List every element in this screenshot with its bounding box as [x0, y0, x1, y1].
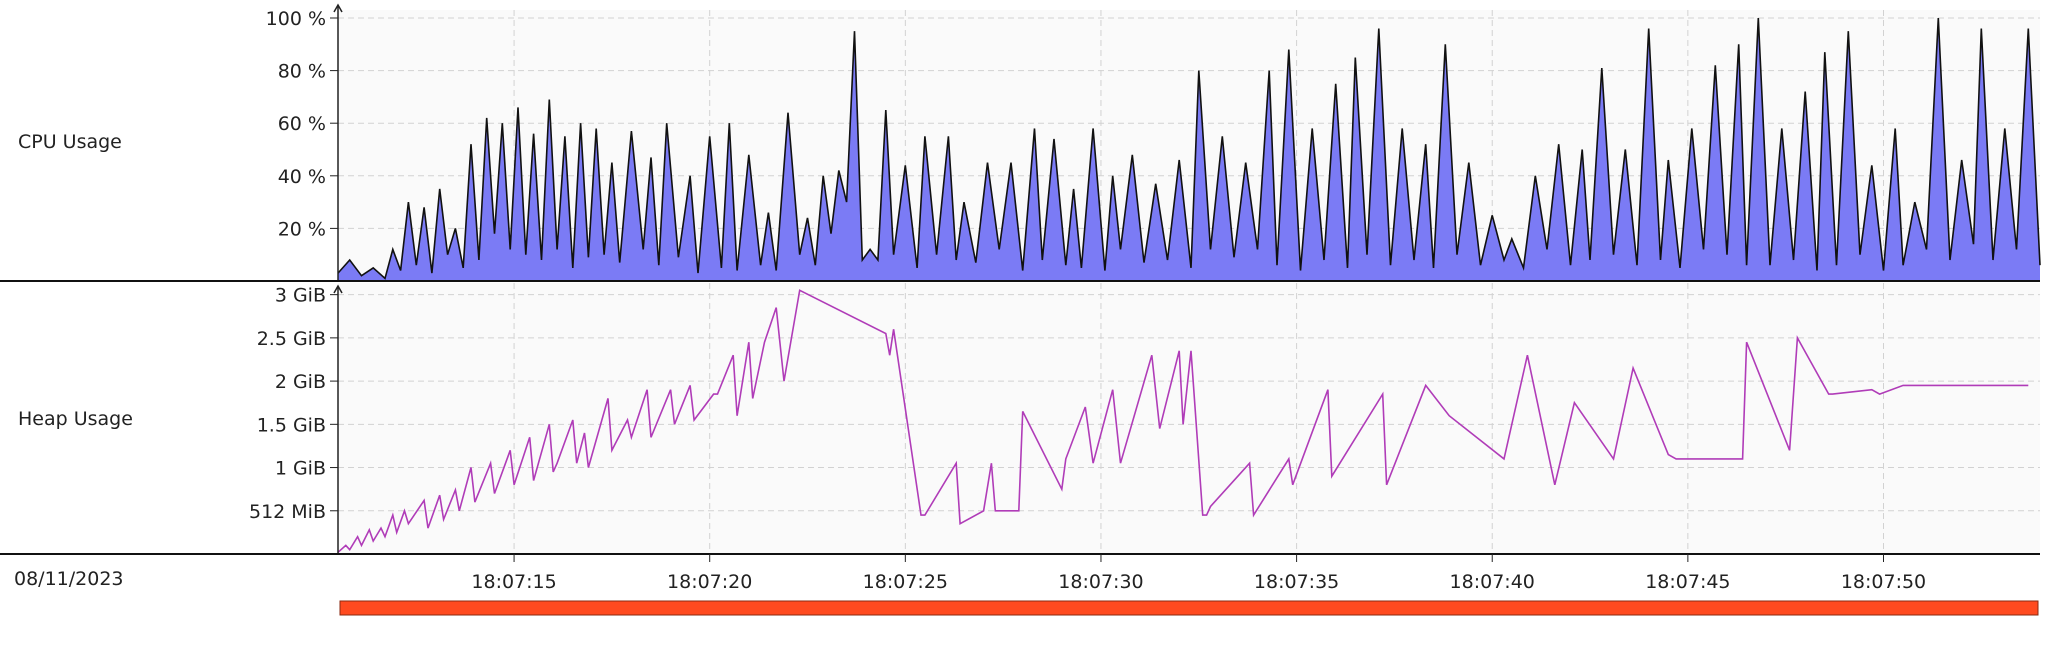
time-tick-label: 18:07:15: [471, 571, 556, 593]
time-tick-label: 18:07:45: [1645, 571, 1730, 593]
time-tick-label: 18:07:40: [1450, 571, 1535, 593]
cpu-ytick-label: 60 %: [278, 113, 326, 135]
cpu-ytick-label: 40 %: [278, 166, 326, 188]
heap-ytick-label: 2 GiB: [275, 371, 326, 393]
heap-line: [337, 289, 2029, 553]
time-tick-label: 18:07:20: [667, 571, 752, 593]
time-tick-label: 18:07:30: [1058, 571, 1143, 593]
time-range-bar: [339, 600, 2039, 616]
cpu-line: [337, 17, 2041, 280]
date-label: 08/11/2023: [14, 568, 124, 590]
time-panel: 18:07:15 18:07:20 18:07:25 18:07:30 18:07:35…: [339, 554, 2039, 616]
cpu-ytick-label: 80 %: [278, 61, 326, 83]
cpu-ytick-label: 20 %: [278, 218, 326, 240]
heap-panel: 512 MiB 1 GiB 1.5 GiB 2 GiB 2.5 GiB 3 GiB: [0, 283, 2040, 555]
cpu-area: [338, 18, 2040, 281]
heap-ytick-label: 1 GiB: [275, 458, 326, 480]
heap-y-axis-arrow: [333, 284, 343, 294]
heap-ytick-label: 2.5 GiB: [257, 328, 326, 350]
heap-ytick-label: 512 MiB: [249, 501, 326, 523]
time-tick-label: 18:07:35: [1254, 571, 1339, 593]
heap-ytick-label: 1.5 GiB: [257, 414, 326, 436]
heap-plot-area: [338, 283, 2040, 554]
cpu-y-axis-arrow: [333, 3, 343, 13]
cpu-ytick-label: 100 %: [266, 8, 326, 30]
time-tick-label: 18:07:25: [863, 571, 948, 593]
heap-usage-label: Heap Usage: [18, 408, 133, 430]
cpu-usage-label: CPU Usage: [18, 131, 122, 153]
heap-ytick-label: 3 GiB: [275, 285, 326, 307]
time-tick-label: 18:07:50: [1841, 571, 1926, 593]
cpu-panel: 20 % 40 % 60 % 80 % 100 %: [0, 3, 2041, 282]
